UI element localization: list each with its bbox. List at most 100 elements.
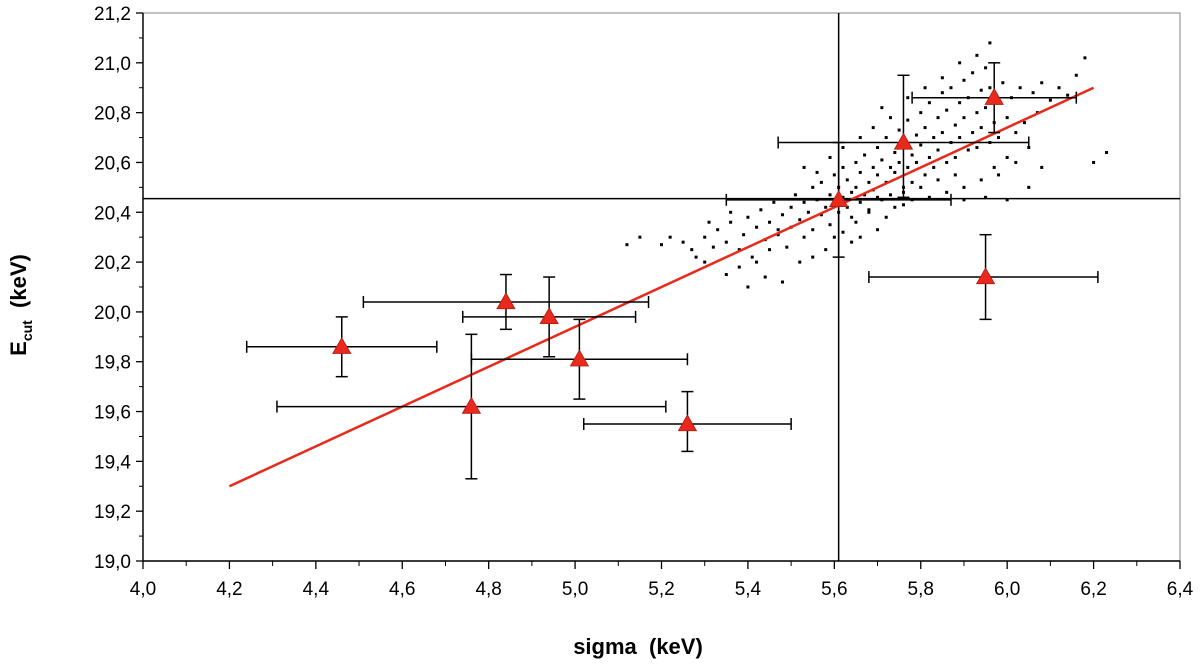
cloud-point xyxy=(889,193,893,197)
cloud-point xyxy=(1018,86,1022,90)
cloud-point xyxy=(811,255,815,259)
cloud-point xyxy=(841,165,845,169)
cloud-point xyxy=(871,126,875,130)
cloud-point xyxy=(984,195,988,199)
triangle-marker xyxy=(539,307,559,325)
cloud-point xyxy=(845,205,849,209)
cloud-point xyxy=(724,240,728,244)
cloud-point xyxy=(927,195,931,199)
cloud-point xyxy=(729,220,733,224)
cloud-point xyxy=(997,173,1001,177)
cloud-point xyxy=(793,193,797,197)
cloud-point xyxy=(988,86,992,90)
cloud-point xyxy=(690,248,694,252)
x-tick-label: 5,2 xyxy=(648,579,674,600)
cloud-point xyxy=(1105,150,1109,154)
cloud-point xyxy=(936,178,940,182)
cloud-point xyxy=(1001,81,1005,85)
cloud-point xyxy=(949,86,953,90)
cloud-point xyxy=(759,208,763,212)
cloud-point xyxy=(893,150,897,154)
cloud-point xyxy=(858,170,862,174)
cloud-point xyxy=(1057,86,1061,90)
cloud-point xyxy=(927,155,931,159)
cloud-point xyxy=(638,235,642,239)
cloud-point xyxy=(746,285,750,289)
cloud-point xyxy=(958,61,962,65)
cloud-point xyxy=(997,136,1001,140)
cloud-point xyxy=(936,116,940,120)
cloud-point xyxy=(755,260,759,264)
cloud-point xyxy=(971,131,975,135)
cloud-point xyxy=(945,190,949,194)
y-axis-title-main: E xyxy=(6,341,31,356)
cloud-point xyxy=(871,165,875,169)
cloud-point xyxy=(742,233,746,237)
cloud-point xyxy=(850,240,854,244)
cloud-point xyxy=(845,178,849,182)
cloud-point xyxy=(880,106,884,110)
cloud-point xyxy=(863,193,867,197)
cloud-point xyxy=(824,248,828,252)
cloud-point xyxy=(923,173,927,177)
cloud-point xyxy=(854,160,858,164)
cloud-point xyxy=(703,235,707,239)
x-tick-label: 5,6 xyxy=(821,579,847,600)
triangle-marker xyxy=(828,190,849,207)
cloud-point xyxy=(945,160,949,164)
cloud-point xyxy=(625,243,629,247)
y-tick-label: 20,0 xyxy=(94,303,131,324)
cloud-point xyxy=(681,240,685,244)
cloud-point xyxy=(919,185,923,189)
cloud-point xyxy=(824,205,828,209)
cloud-point xyxy=(876,228,880,232)
cloud-point xyxy=(958,136,962,140)
cloud-point xyxy=(858,136,862,140)
cloud-point xyxy=(1083,56,1087,60)
cloud-point xyxy=(819,180,823,184)
cloud-point xyxy=(854,185,858,189)
y-tick-label: 19,2 xyxy=(94,502,131,523)
cloud-point xyxy=(1022,121,1026,125)
triangle-marker xyxy=(496,292,516,310)
cloud-point xyxy=(768,220,772,224)
cloud-point xyxy=(854,220,858,224)
cloud-point xyxy=(863,153,867,157)
cloud-point xyxy=(802,235,806,239)
cloud-point xyxy=(867,208,871,212)
cloud-point xyxy=(876,195,880,199)
cloud-point xyxy=(660,243,663,247)
cloud-point xyxy=(906,118,910,122)
cloud-point xyxy=(737,265,741,269)
cloud-point xyxy=(966,148,970,152)
cloud-point xyxy=(1040,81,1044,85)
cloud-point xyxy=(832,235,836,239)
x-tick-label: 5,8 xyxy=(908,579,934,600)
cloud-point xyxy=(893,170,897,174)
cloud-point xyxy=(789,205,793,209)
triangle-marker xyxy=(677,414,698,432)
cloud-point xyxy=(819,213,823,217)
cloud-point xyxy=(1005,116,1009,120)
cloud-point xyxy=(755,225,759,229)
cloud-point xyxy=(914,133,918,137)
triangle-marker xyxy=(569,349,590,367)
x-tick-label: 5,4 xyxy=(735,579,762,600)
cloud-point xyxy=(927,101,931,105)
cloud-point xyxy=(962,198,966,202)
cloud-point xyxy=(979,88,983,92)
cloud-point xyxy=(867,180,871,184)
y-axis-title-suffix: (keV) xyxy=(6,254,31,320)
cloud-point xyxy=(802,200,806,204)
cloud-point xyxy=(884,136,888,140)
cloud-point xyxy=(772,200,776,204)
cloud-point xyxy=(979,178,983,182)
x-axis-title: sigma (keV) xyxy=(573,634,703,659)
cloud-point xyxy=(1005,198,1009,202)
cloud-point xyxy=(694,255,698,259)
triangle-marker xyxy=(461,396,482,414)
x-tick-label: 6,4 xyxy=(1167,579,1194,600)
cloud-point xyxy=(780,213,784,217)
cloud-point xyxy=(776,228,780,232)
cloud-point xyxy=(858,200,862,204)
